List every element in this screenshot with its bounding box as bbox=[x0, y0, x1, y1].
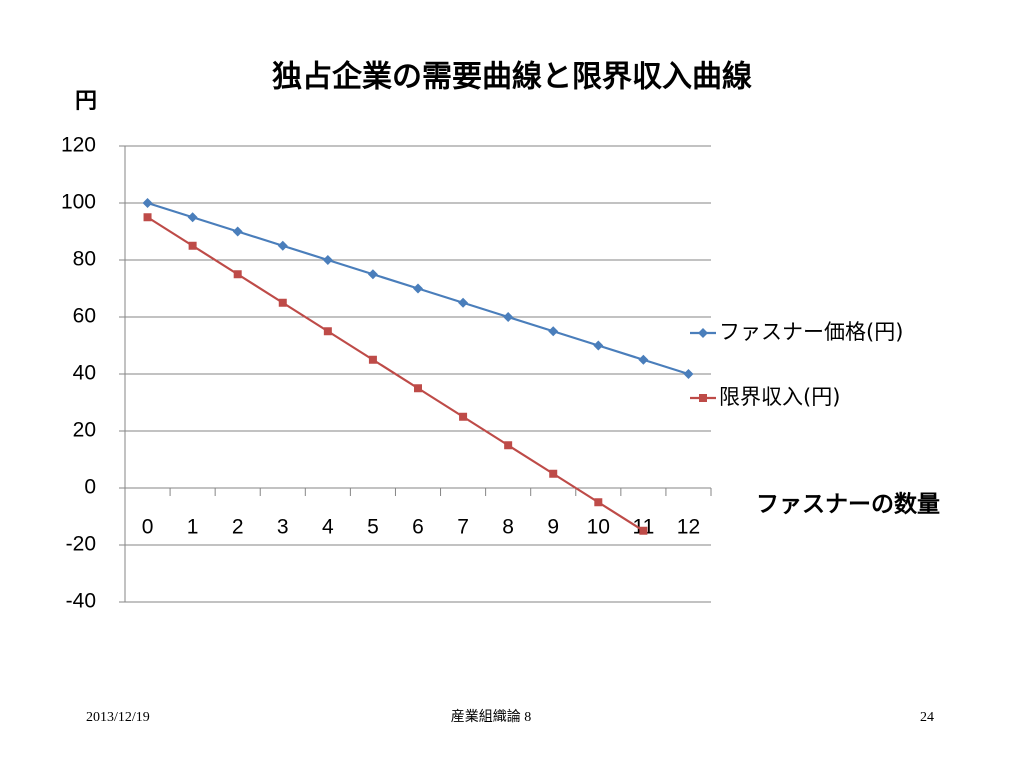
y-tick-label: 0 bbox=[84, 476, 96, 499]
point bbox=[594, 498, 603, 507]
x-tick-label: 2 bbox=[232, 516, 244, 539]
point bbox=[188, 241, 197, 250]
point bbox=[413, 283, 423, 294]
y-tick-label: 80 bbox=[73, 248, 96, 271]
x-tick-label: 12 bbox=[677, 516, 700, 539]
y-axis-title: 円 bbox=[75, 89, 97, 114]
x-tick-label: 4 bbox=[322, 516, 334, 539]
point bbox=[458, 297, 469, 308]
point bbox=[503, 312, 514, 322]
legend-label: 限界収入(円) bbox=[719, 385, 840, 409]
footer-date: 2013/12/19 bbox=[86, 710, 150, 725]
x-axis-title: ファスナーの数量 bbox=[756, 492, 940, 518]
point bbox=[698, 328, 708, 338]
chart-title: 独占企業の需要曲線と限界収入曲線 bbox=[272, 60, 752, 95]
x-tick-label: 10 bbox=[587, 516, 610, 539]
point bbox=[232, 226, 243, 237]
point bbox=[187, 212, 198, 223]
point bbox=[699, 394, 707, 402]
point bbox=[639, 526, 648, 535]
point bbox=[277, 240, 288, 251]
point bbox=[638, 354, 649, 365]
y-tick-label: 100 bbox=[61, 191, 96, 214]
point bbox=[278, 298, 287, 307]
footer-course: 産業組織論 8 bbox=[451, 709, 532, 725]
legend-label: ファスナー価格(円) bbox=[719, 320, 903, 344]
x-tick-label: 1 bbox=[187, 516, 199, 539]
point bbox=[683, 369, 694, 379]
x-tick-label: 6 bbox=[412, 516, 424, 539]
y-tick-label: 40 bbox=[73, 362, 96, 385]
y-tick-label: 120 bbox=[61, 134, 96, 157]
x-tick-label: 8 bbox=[502, 516, 514, 539]
x-tick-label: 7 bbox=[457, 516, 469, 539]
x-tick-label: 0 bbox=[142, 516, 154, 539]
footer-page: 24 bbox=[920, 710, 934, 725]
point bbox=[322, 255, 333, 265]
y-tick-label: 60 bbox=[73, 305, 96, 328]
x-tick-label: 9 bbox=[547, 516, 559, 539]
point bbox=[504, 441, 513, 450]
point bbox=[549, 469, 558, 478]
point bbox=[368, 355, 377, 364]
point bbox=[143, 213, 152, 222]
point bbox=[367, 269, 378, 280]
y-tick-label: 20 bbox=[73, 419, 96, 442]
y-tick-label: -20 bbox=[66, 533, 96, 556]
point bbox=[323, 327, 332, 336]
point bbox=[233, 270, 242, 279]
point bbox=[414, 384, 422, 393]
point bbox=[548, 326, 559, 337]
x-tick-label: 5 bbox=[367, 516, 379, 539]
y-tick-label: -40 bbox=[66, 590, 96, 613]
point bbox=[593, 340, 604, 351]
series-line bbox=[146, 216, 644, 532]
point bbox=[459, 412, 468, 421]
x-tick-label: 3 bbox=[277, 516, 289, 539]
point bbox=[142, 198, 153, 208]
